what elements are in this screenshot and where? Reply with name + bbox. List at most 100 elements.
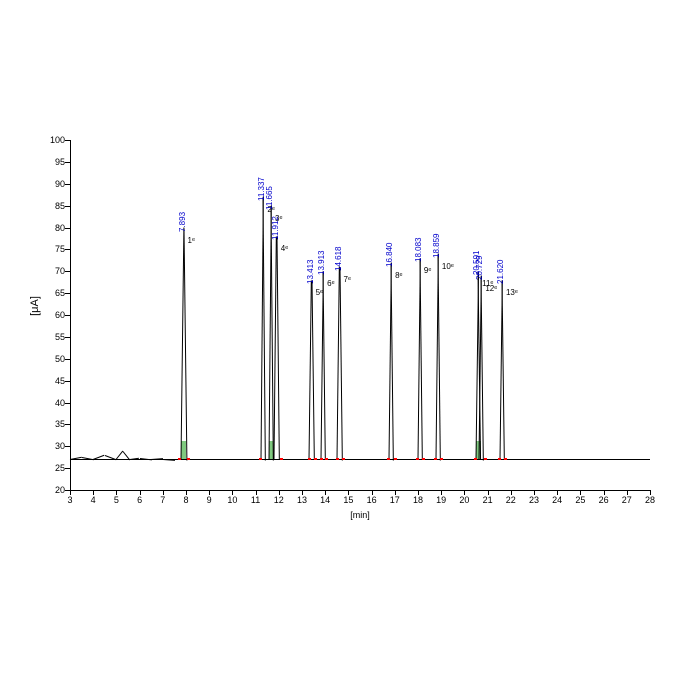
retention-time-label: 11.912 [271, 216, 280, 240]
retention-time-label: 21.620 [496, 260, 505, 284]
x-tick-mark [650, 490, 651, 495]
red-base-marker [187, 458, 190, 460]
red-base-marker [387, 458, 390, 460]
y-tick-label: 95 [45, 157, 65, 167]
retention-time-label: 11.665 [265, 186, 274, 210]
red-base-marker [394, 458, 397, 460]
red-base-marker [259, 458, 262, 460]
y-tick-mark [65, 446, 70, 447]
peak-number-label: 13ᵉ [506, 288, 518, 297]
x-tick-mark [580, 490, 581, 495]
peak-number-label: 10ᵉ [442, 262, 454, 271]
x-tick-mark [372, 490, 373, 495]
x-tick-label: 13 [292, 495, 312, 505]
x-tick-label: 22 [501, 495, 521, 505]
retention-time-label: 13.913 [317, 251, 326, 275]
x-tick-label: 11 [246, 495, 266, 505]
y-tick-label: 30 [45, 441, 65, 451]
peak-number-label: 7ᵉ [344, 275, 351, 284]
red-base-marker [484, 458, 487, 460]
y-tick-mark [65, 271, 70, 272]
y-tick-label: 75 [45, 244, 65, 254]
red-base-marker [314, 458, 317, 460]
x-tick-label: 10 [222, 495, 242, 505]
x-tick-label: 5 [106, 495, 126, 505]
x-tick-label: 24 [547, 495, 567, 505]
x-tick-mark [279, 490, 280, 495]
y-tick-label: 55 [45, 332, 65, 342]
x-tick-mark [325, 490, 326, 495]
red-base-marker [280, 458, 283, 460]
red-base-marker [336, 458, 339, 460]
x-tick-label: 21 [478, 495, 498, 505]
y-tick-label: 65 [45, 288, 65, 298]
red-base-marker [440, 458, 443, 460]
x-tick-label: 18 [408, 495, 428, 505]
y-tick-label: 50 [45, 354, 65, 364]
peak-number-label: 8ᵉ [395, 271, 402, 280]
retention-time-label: 18.083 [414, 238, 423, 262]
y-tick-mark [65, 381, 70, 382]
y-tick-mark [65, 249, 70, 250]
x-tick-label: 19 [431, 495, 451, 505]
x-tick-mark [163, 490, 164, 495]
x-tick-mark [395, 490, 396, 495]
y-tick-label: 85 [45, 201, 65, 211]
x-tick-label: 6 [130, 495, 150, 505]
peak-number-label: 12ᵉ [485, 284, 497, 293]
retention-time-label: 14.618 [334, 246, 343, 270]
x-tick-mark [232, 490, 233, 495]
x-tick-mark [140, 490, 141, 495]
y-tick-mark [65, 162, 70, 163]
y-tick-mark [65, 140, 70, 141]
y-tick-mark [65, 403, 70, 404]
y-tick-label: 80 [45, 223, 65, 233]
x-tick-mark [93, 490, 94, 495]
y-tick-mark [65, 228, 70, 229]
retention-time-label: 7.893 [178, 211, 187, 231]
retention-time-label: 20.729 [475, 255, 484, 279]
x-tick-mark [70, 490, 71, 495]
x-tick-label: 23 [524, 495, 544, 505]
baseline-noise [163, 459, 175, 461]
red-base-marker [325, 458, 328, 460]
red-base-marker [504, 458, 507, 460]
red-base-marker [422, 458, 425, 460]
x-tick-mark [209, 490, 210, 495]
y-tick-label: 60 [45, 310, 65, 320]
chromatogram-chart: [μA] [min] 20253035404550556065707580859… [0, 0, 700, 700]
red-base-marker [434, 458, 437, 460]
y-tick-mark [65, 184, 70, 185]
y-tick-label: 20 [45, 485, 65, 495]
peak-number-label: 1ᵉ [188, 236, 195, 245]
x-tick-label: 15 [338, 495, 358, 505]
x-tick-mark [348, 490, 349, 495]
y-tick-mark [65, 293, 70, 294]
x-tick-mark [627, 490, 628, 495]
red-base-marker [498, 458, 501, 460]
x-axis-label: [min] [345, 510, 375, 520]
plot-area [70, 140, 651, 491]
x-tick-label: 8 [176, 495, 196, 505]
y-tick-mark [65, 424, 70, 425]
red-base-marker [320, 458, 323, 460]
retention-time-label: 16.840 [385, 242, 394, 266]
x-tick-label: 20 [454, 495, 474, 505]
x-tick-label: 7 [153, 495, 173, 505]
x-tick-mark [418, 490, 419, 495]
y-tick-label: 70 [45, 266, 65, 276]
x-tick-label: 12 [269, 495, 289, 505]
y-tick-mark [65, 315, 70, 316]
y-axis-label: [μA] [29, 296, 41, 316]
x-tick-mark [604, 490, 605, 495]
x-tick-label: 9 [199, 495, 219, 505]
x-tick-mark [441, 490, 442, 495]
red-base-marker [474, 458, 477, 460]
retention-time-label: 18.859 [432, 233, 441, 257]
y-tick-label: 25 [45, 463, 65, 473]
y-tick-mark [65, 206, 70, 207]
red-base-marker [308, 458, 311, 460]
x-tick-label: 26 [594, 495, 614, 505]
x-tick-label: 27 [617, 495, 637, 505]
x-tick-label: 14 [315, 495, 335, 505]
